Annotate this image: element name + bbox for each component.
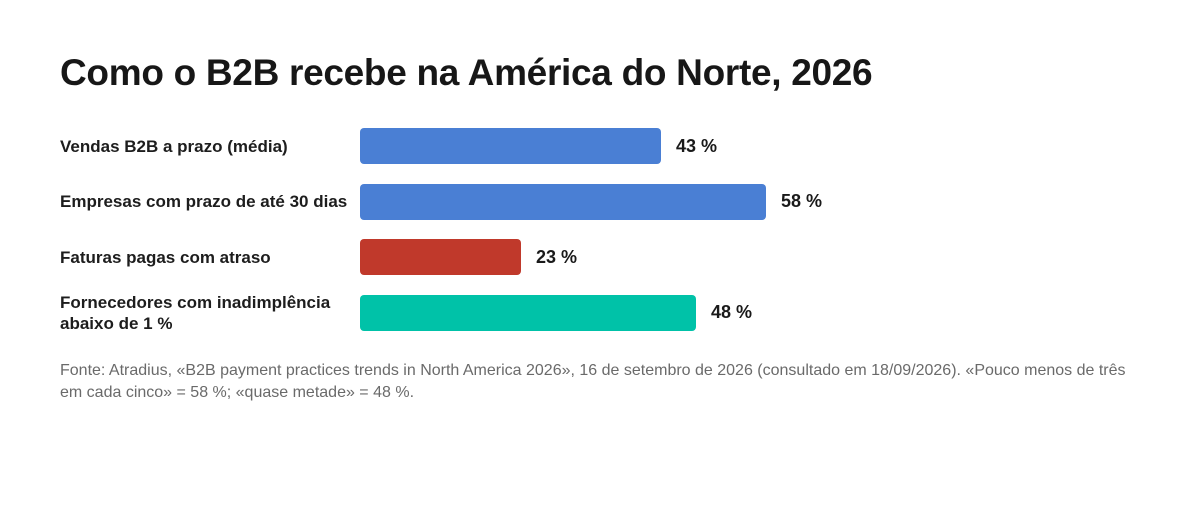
bar — [360, 294, 696, 331]
bar-row: Fornecedores com inadimplência abaixo de… — [60, 289, 1140, 337]
bar — [360, 128, 661, 164]
bar-row: Empresas com prazo de até 30 dias 58 % — [60, 178, 1140, 226]
value-label: 43 % — [676, 135, 718, 156]
chart-title: Como o B2B recebe na América do Norte, 2… — [60, 52, 873, 93]
source-note: Fonte: Atradius, «B2B payment practices … — [60, 362, 1126, 401]
value-label: 48 % — [711, 302, 753, 322]
value-label: 58 % — [781, 191, 823, 211]
bar — [360, 239, 521, 275]
bar — [360, 183, 766, 220]
category-label: Vendas B2B a prazo (média) — [60, 136, 288, 156]
category-label: Fornecedores com inadimplência abaixo de… — [60, 292, 331, 333]
bar-row: Vendas B2B a prazo (média) 43 % — [60, 122, 1140, 170]
value-label: 23 % — [536, 246, 578, 267]
bar-chart: Vendas B2B a prazo (média) 43 % Empresas c… — [60, 122, 1140, 342]
category-label: Empresas com prazo de até 30 dias — [60, 192, 348, 211]
category-label: Faturas pagas com atraso — [60, 247, 271, 267]
bar-row: Faturas pagas com atraso 23 % — [60, 233, 1140, 281]
